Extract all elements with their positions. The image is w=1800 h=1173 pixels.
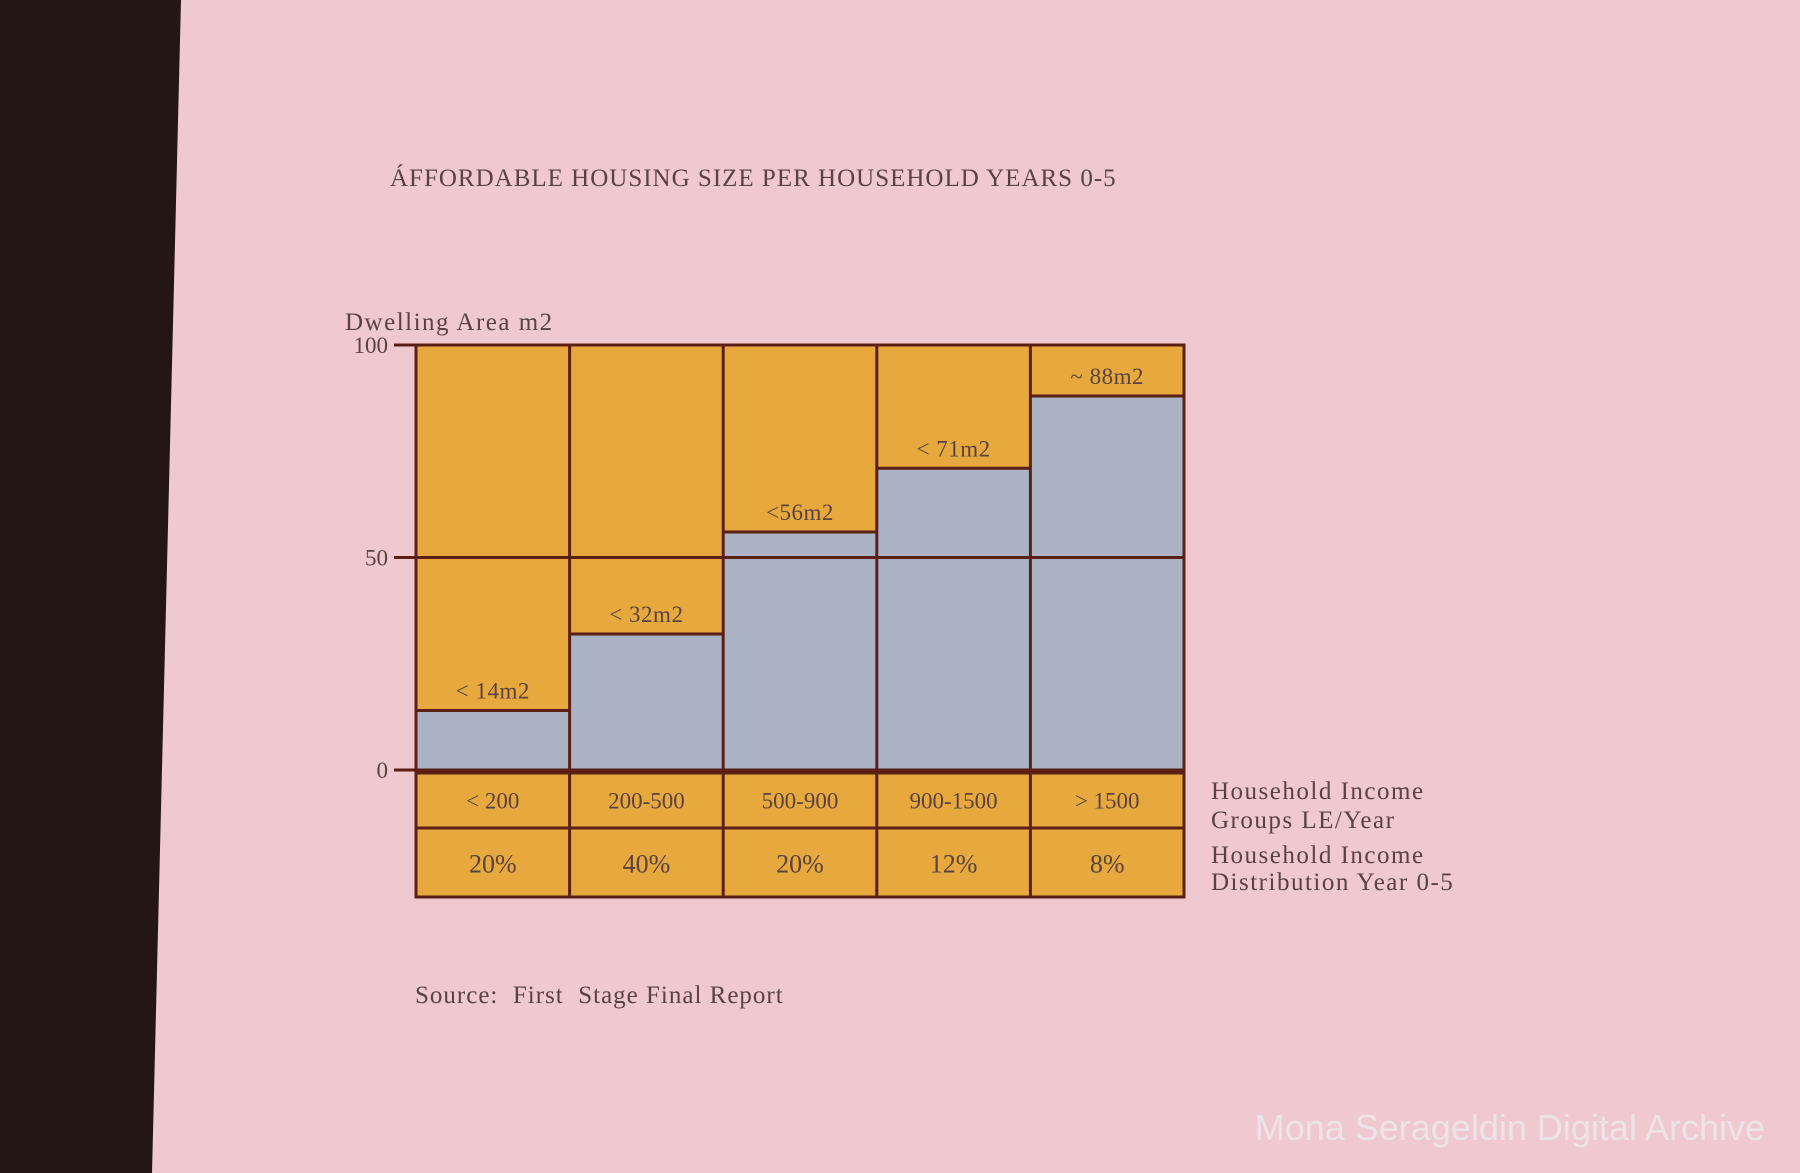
y-tick-label-50: 50 [365,546,388,571]
bar-value-label-4: < 71m2 [917,436,991,461]
distribution-label-4: 12% [930,850,978,879]
chart-frame [414,343,1186,899]
income-group-label-3: 500-900 [762,789,839,814]
income-group-label-2: 200-500 [608,789,685,814]
distribution-label-1: 20% [469,850,517,879]
bar-value-label-2: < 32m2 [609,602,683,627]
income-group-label-5: > 1500 [1075,789,1140,814]
distribution-label-2: 40% [623,850,671,879]
y-tick-label-100: 100 [354,333,389,358]
distribution-row-label-line2: Distribution Year 0-5 [1211,869,1454,896]
income-row-label-line2: Groups LE/Year [1211,807,1395,834]
archive-watermark: Mona Serageldin Digital Archive [1255,1107,1765,1148]
chart-title: ÁFFORDABLE HOUSING SIZE PER HOUSEHOLD YE… [390,164,1117,192]
bar-1 [416,710,570,770]
income-group-label-1: < 200 [466,789,519,814]
income-row-label-line1: Household Income [1211,778,1425,805]
bar-3 [723,532,877,770]
distribution-label-3: 20% [776,850,824,879]
income-group-label-4: 900-1500 [910,789,998,814]
bar-value-label-3: <56m2 [766,500,834,525]
bar-4 [876,468,1031,770]
source-note: Source: First Stage Final Report [415,982,784,1009]
y-axis-label: Dwelling Area m2 [345,309,554,336]
y-tick-label-0: 0 [377,758,389,783]
bar-2 [569,634,724,770]
distribution-row-label-line1: Household Income [1211,842,1425,869]
bar-chart: < 14m2 < 32m2 <56m2 < 71m2 ~ 88m2 100 50 0 < 200… [354,333,1186,899]
bar-5 [1030,396,1184,770]
bar-value-label-1: < 14m2 [456,679,530,704]
bar-value-label-5: ~ 88m2 [1070,364,1144,389]
distribution-label-5: 8% [1090,850,1125,879]
